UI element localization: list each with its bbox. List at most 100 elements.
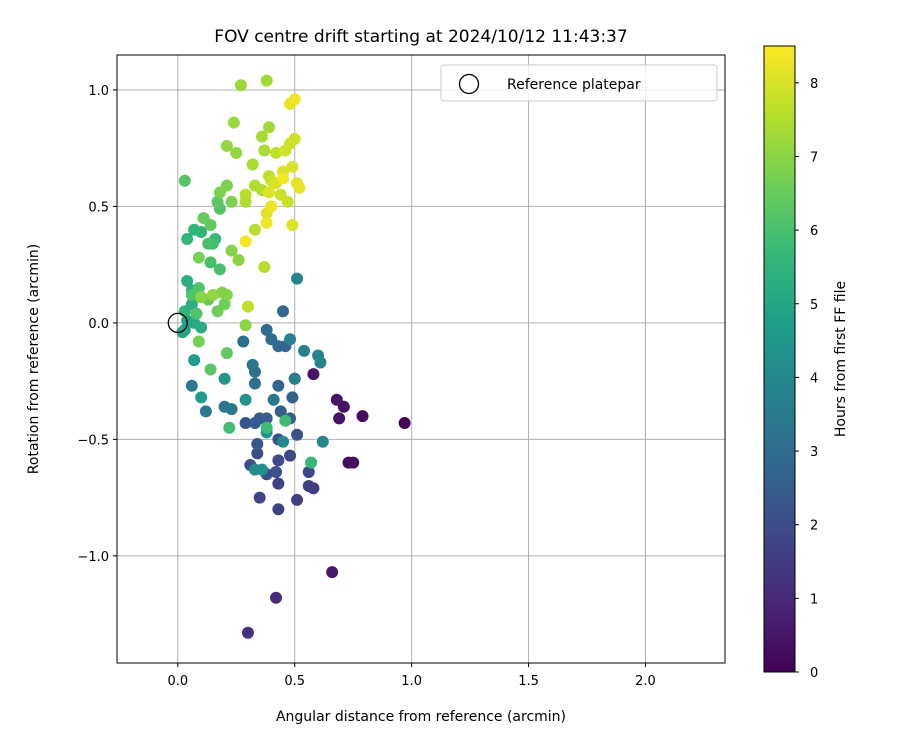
scatter-point bbox=[218, 400, 231, 413]
scatter-point bbox=[270, 146, 283, 159]
colorbar-tick-label: 0 bbox=[810, 666, 818, 681]
scatter-point bbox=[265, 200, 278, 213]
scatter-point bbox=[284, 333, 297, 346]
scatter-point bbox=[237, 335, 250, 348]
scatter-point bbox=[239, 319, 252, 332]
scatter-point bbox=[225, 195, 238, 208]
y-tick-label: 0.0 bbox=[88, 317, 109, 332]
scatter-point bbox=[288, 132, 301, 145]
y-tick-label: −0.5 bbox=[77, 433, 109, 448]
legend-entry-label: Reference platepar bbox=[507, 77, 641, 93]
scatter-point bbox=[195, 226, 208, 239]
scatter-point bbox=[288, 372, 301, 385]
colorbar-tick-label: 7 bbox=[810, 150, 818, 165]
plot-frame bbox=[116, 54, 726, 664]
scatter-point bbox=[178, 174, 191, 187]
chart-title: FOV centre drift starting at 2024/10/12 … bbox=[214, 27, 627, 47]
x-tick-label: 2.0 bbox=[635, 674, 656, 689]
scatter-point bbox=[185, 288, 198, 301]
scatter-point bbox=[314, 356, 327, 369]
scatter-point bbox=[302, 479, 315, 492]
colorbar-tick-label: 8 bbox=[810, 77, 818, 92]
scatter-point bbox=[272, 454, 285, 467]
scatter-point bbox=[260, 74, 273, 87]
y-tick-label: 0.5 bbox=[88, 200, 109, 215]
scatter-point bbox=[251, 438, 264, 451]
x-tick-label: 0.5 bbox=[284, 674, 305, 689]
scatter-point bbox=[286, 160, 299, 173]
legend-box bbox=[440, 64, 718, 102]
colorbar-tick-label: 3 bbox=[810, 445, 818, 460]
scatter-point bbox=[274, 188, 287, 201]
scatter-point bbox=[199, 405, 212, 418]
scatter-point bbox=[274, 405, 287, 418]
points-layer bbox=[176, 74, 411, 639]
reference-layer bbox=[167, 312, 188, 334]
scatter-point bbox=[232, 253, 245, 266]
colorbar-ticks: 0 1 2 3 4 5 6 7 8 bbox=[795, 77, 818, 681]
colorbar-tick-label: 4 bbox=[810, 371, 818, 386]
scatter-point bbox=[326, 566, 339, 579]
scatter-point bbox=[251, 447, 264, 460]
scatter-point bbox=[277, 172, 290, 185]
scatter-point bbox=[260, 216, 273, 229]
scatter-point bbox=[192, 335, 205, 348]
scatter-point bbox=[272, 477, 285, 490]
scatter-point bbox=[263, 121, 275, 134]
scatter-point bbox=[195, 291, 208, 304]
scatter-point bbox=[239, 188, 252, 201]
scatter-point bbox=[239, 393, 252, 406]
scatter-point bbox=[195, 321, 208, 334]
scatter-point bbox=[307, 368, 320, 381]
scatter-point bbox=[255, 463, 268, 476]
scatter-point bbox=[248, 179, 261, 192]
x-tick-label: 1.5 bbox=[518, 674, 539, 689]
colorbar: 0 1 2 3 4 5 6 7 8 Hours from first FF file bbox=[763, 45, 849, 681]
scatter-point bbox=[291, 272, 304, 285]
scatter-point bbox=[291, 493, 304, 506]
scatter-point bbox=[302, 465, 315, 478]
scatter-point bbox=[316, 435, 329, 448]
colorbar-tick-label: 1 bbox=[810, 592, 818, 607]
scatter-point bbox=[265, 333, 278, 346]
scatter-point bbox=[218, 372, 231, 385]
scatter-point bbox=[227, 116, 240, 129]
scatter-point bbox=[288, 93, 301, 106]
scatter-point bbox=[178, 305, 191, 318]
scatter-point bbox=[192, 251, 205, 264]
scatter-point bbox=[220, 347, 233, 360]
scatter-point bbox=[204, 256, 217, 269]
x-tick-label: 0.0 bbox=[167, 674, 188, 689]
scatter-point bbox=[253, 491, 266, 504]
scatter-point bbox=[248, 223, 261, 236]
scatter-point bbox=[270, 465, 283, 478]
scatter-point bbox=[305, 456, 318, 469]
x-ticks: 0.0 0.5 1.0 1.5 2.0 bbox=[167, 663, 656, 689]
y-ticks: −1.0 −0.5 0.0 0.5 1.0 bbox=[77, 84, 117, 565]
scatter-point bbox=[260, 323, 273, 336]
scatter-point bbox=[260, 421, 273, 434]
scatter-point bbox=[398, 417, 411, 430]
colorbar-tick-label: 5 bbox=[810, 298, 818, 313]
x-tick-label: 1.0 bbox=[401, 674, 422, 689]
scatter-point bbox=[181, 233, 194, 246]
grid-layer bbox=[117, 55, 725, 663]
scatter-point bbox=[220, 139, 233, 152]
y-tick-label: 1.0 bbox=[88, 84, 109, 99]
colorbar-tick-label: 6 bbox=[810, 224, 818, 239]
scatter-point bbox=[211, 305, 224, 318]
scatter-point bbox=[286, 391, 299, 404]
scatter-point bbox=[333, 412, 346, 425]
legend-marker bbox=[458, 73, 480, 95]
scatter-point bbox=[258, 144, 271, 157]
y-tick-label: −1.0 bbox=[77, 550, 109, 565]
scatter-point bbox=[272, 503, 285, 516]
scatter-point bbox=[188, 354, 201, 367]
scatter-point bbox=[279, 144, 292, 157]
scatter-point bbox=[185, 379, 198, 392]
scatter-point bbox=[239, 235, 252, 248]
scatter-point bbox=[181, 274, 194, 287]
scatter-point bbox=[356, 410, 369, 423]
scatter-point bbox=[347, 456, 360, 469]
scatter-point bbox=[241, 300, 254, 313]
